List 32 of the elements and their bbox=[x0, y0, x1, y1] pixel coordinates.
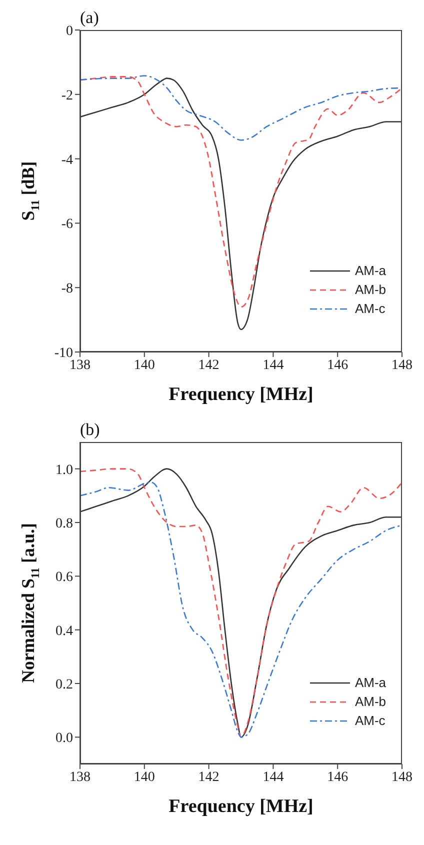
x-axis-title: Frequency [MHz] bbox=[168, 796, 314, 818]
x-axis-title: Frequency [MHz] bbox=[168, 384, 314, 406]
x-tick-label: 140 bbox=[134, 770, 155, 785]
x-tick-label: 142 bbox=[198, 358, 220, 373]
x-tick-label: 142 bbox=[198, 770, 220, 785]
legend-label: AM-a bbox=[354, 675, 386, 690]
chart-title: (b) bbox=[80, 420, 100, 440]
y-tick-label: -2 bbox=[61, 88, 73, 104]
y-tick-label: -4 bbox=[61, 152, 73, 168]
x-tick-label: 144 bbox=[262, 770, 284, 785]
x-tick-label: 140 bbox=[134, 358, 155, 373]
legend-label: AM-c bbox=[354, 301, 386, 316]
y-tick-label: 1.0 bbox=[56, 462, 73, 478]
y-tick-label: 0.6 bbox=[56, 570, 73, 586]
x-tick-label: 138 bbox=[70, 770, 90, 785]
y-tick-label: 0.8 bbox=[56, 516, 73, 532]
y-tick-label: 0.2 bbox=[56, 677, 73, 692]
legend-label: AM-a bbox=[354, 263, 386, 278]
x-tick-label: 148 bbox=[392, 358, 412, 373]
x-tick-label: 148 bbox=[392, 770, 412, 785]
y-tick-label: -8 bbox=[61, 282, 73, 297]
y-tick-label: 0 bbox=[66, 24, 73, 39]
x-tick-label: 146 bbox=[327, 358, 348, 373]
legend-label: AM-b bbox=[354, 282, 386, 297]
legend-label: AM-c bbox=[354, 713, 386, 728]
x-tick-label: 146 bbox=[327, 770, 348, 785]
y-tick-label: 0.4 bbox=[56, 624, 73, 639]
y-tick-label: 0.0 bbox=[56, 731, 73, 746]
x-tick-label: 144 bbox=[262, 358, 284, 373]
legend-label: AM-b bbox=[354, 694, 386, 709]
chart-title: (a) bbox=[80, 8, 99, 28]
y-tick-label: -6 bbox=[61, 217, 73, 232]
